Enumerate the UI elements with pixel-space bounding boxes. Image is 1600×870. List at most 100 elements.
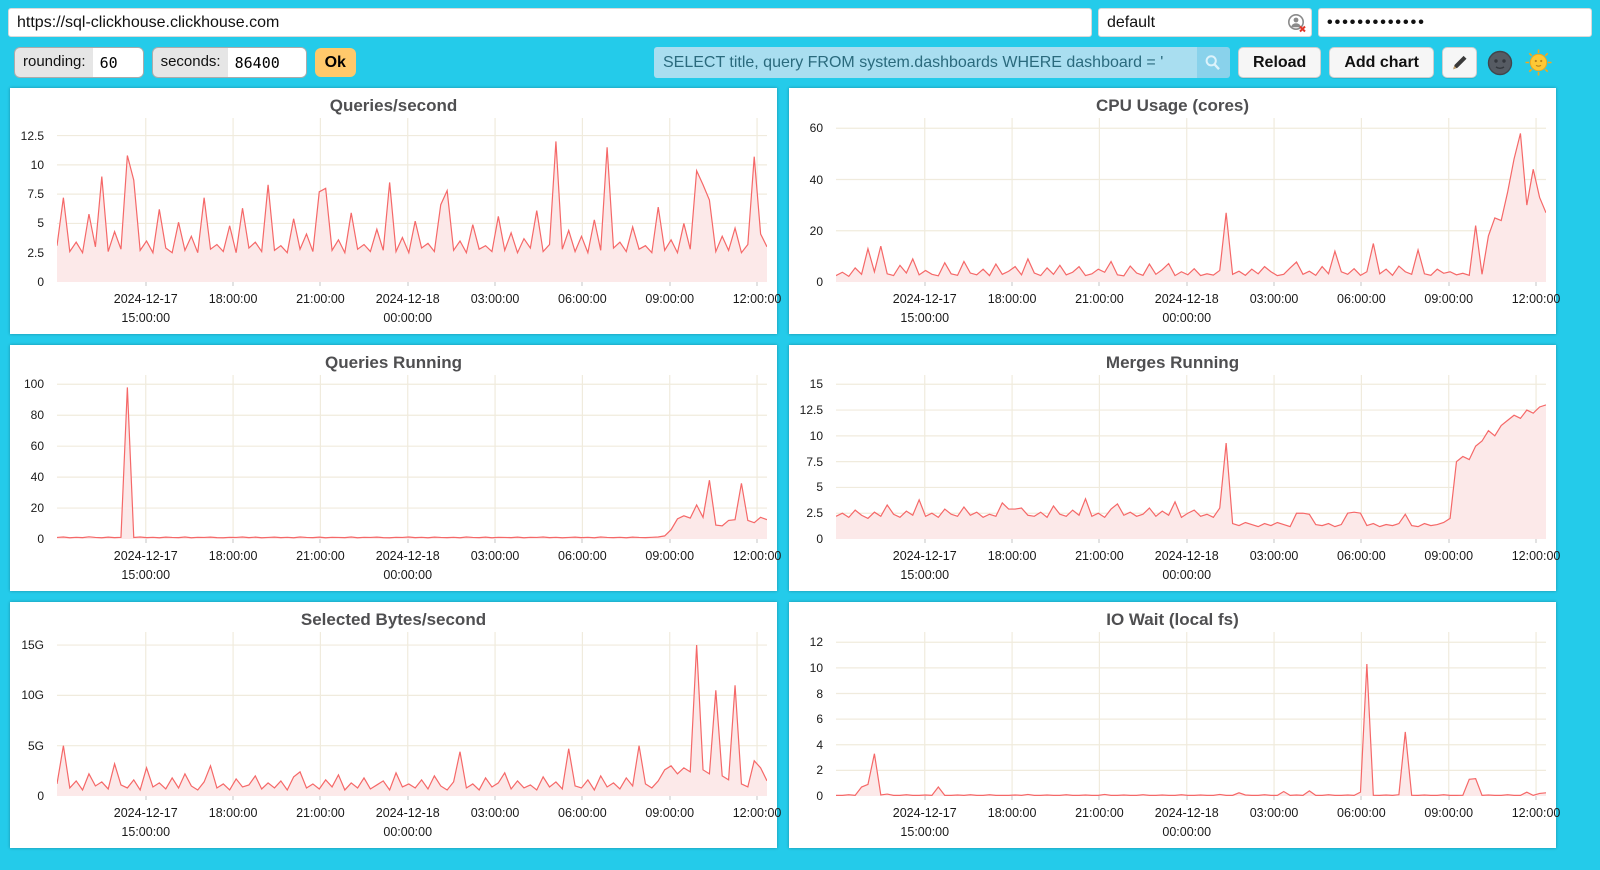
x-tick-label: 09:00:00 [645,806,695,820]
x-tick-label: 12:00:00 [732,549,782,563]
x-tick-mark [319,282,321,286]
x-axis: 2024-12-17 15:00:00 18:00:00 21:00:00 2024-1… [57,796,781,848]
x-tick-label: 18:00:00 [208,292,258,306]
y-tick-label: 80 [30,408,44,423]
x-tick-label: 06:00:00 [1337,292,1386,306]
x-tick-label: 2024-12-18 00:00:00 [1154,292,1219,326]
edit-button[interactable] [1442,47,1477,78]
y-tick-label: 0 [37,275,44,289]
x-tick-mark [319,539,321,543]
x-tick-mark [669,539,671,543]
x-tick-label: 2024-12-17 15:00:00 [113,549,178,583]
chart-plot[interactable] [57,632,767,796]
x-tick-mark [145,282,147,286]
x-tick-mark [319,796,321,800]
x-tick-mark [1186,796,1188,800]
x-tick-label: 03:00:00 [1249,549,1299,563]
magnifier-icon [1206,54,1221,70]
x-tick-mark [1011,796,1013,800]
add-chart-button[interactable]: Add chart [1329,47,1434,78]
x-tick-mark [924,282,926,286]
x-axis: 2024-12-17 15:00:00 18:00:00 21:00:00 2024-1… [57,539,781,591]
x-tick-mark [1535,539,1537,543]
reload-button[interactable]: Reload [1237,47,1322,78]
x-tick-mark [1273,282,1275,286]
dashboard-query-wrap [653,47,1230,78]
x-tick-mark [924,539,926,543]
url-input[interactable] [8,8,1092,37]
x-tick-label: 03:00:00 [470,549,520,563]
chart-plot[interactable] [57,118,767,282]
chart-plot[interactable] [57,375,767,539]
x-axis: 2024-12-17 15:00:00 18:00:00 21:00:00 2024-1… [836,282,1560,334]
x-tick-mark [1273,539,1275,543]
y-tick-label: 15G [21,638,44,653]
x-tick-mark [407,282,409,286]
rounding-input[interactable] [92,48,143,77]
y-tick-label: 4 [816,737,823,752]
seconds-control: seconds: [151,47,307,78]
x-tick-mark [1098,282,1100,286]
x-tick-mark [407,539,409,543]
y-tick-label: 2 [816,763,823,778]
y-tick-label: 5 [816,480,823,495]
x-tick-label: 18:00:00 [987,549,1037,563]
y-axis: 0 2 4 6 8 10 12 [789,632,830,803]
x-tick-label: 2024-12-18 00:00:00 [375,549,440,583]
y-tick-label: 40 [809,172,823,187]
y-tick-label: 0 [37,789,44,803]
y-tick-label: 15 [809,377,823,392]
x-axis: 2024-12-17 15:00:00 18:00:00 21:00:00 2024-1… [836,796,1560,848]
y-tick-label: 60 [30,439,44,454]
query-input[interactable] [653,47,1197,78]
chart-title: Queries Running [325,353,462,372]
seconds-input[interactable] [227,48,306,77]
x-tick-label: 06:00:00 [1337,549,1386,563]
chart-title: CPU Usage (cores) [1095,96,1250,115]
y-tick-label: 0 [37,532,44,546]
chart-plot[interactable] [836,632,1546,796]
rounding-control: rounding: [14,47,144,78]
chart-panel: CPU Usage (cores) 0 20 40 60 2024-12-17 15:00:… [789,88,1560,334]
x-tick-mark [494,539,496,543]
x-tick-mark [756,796,758,800]
x-tick-mark [1535,282,1537,286]
x-tick-mark [232,539,234,543]
x-tick-label: 06:00:00 [558,549,607,563]
password-input[interactable] [1318,8,1592,37]
x-tick-label: 2024-12-18 00:00:00 [1154,806,1219,840]
x-tick-label: 21:00:00 [296,549,345,563]
x-tick-label: 2024-12-18 00:00:00 [375,292,440,326]
chart-plot[interactable] [836,375,1546,539]
search-button[interactable] [1196,47,1230,78]
user-input[interactable] [1098,8,1312,37]
x-tick-mark [494,796,496,800]
chart-plot[interactable] [836,118,1546,282]
x-tick-mark [1273,796,1275,800]
y-tick-label: 20 [30,501,44,516]
x-tick-mark [407,796,409,800]
y-tick-label: 10 [809,660,823,675]
y-tick-label: 12 [809,635,823,650]
ok-button[interactable]: Ok [314,48,356,77]
x-tick-mark [581,282,583,286]
x-tick-mark [669,796,671,800]
x-tick-mark [1186,539,1188,543]
x-tick-mark [1098,796,1100,800]
x-tick-mark [581,539,583,543]
x-tick-mark [669,282,671,286]
x-tick-mark [145,539,147,543]
x-tick-label: 12:00:00 [732,806,782,820]
y-tick-label: 10 [809,428,823,443]
x-tick-mark [756,539,758,543]
x-tick-label: 06:00:00 [558,806,607,820]
moon-face-icon [1487,50,1513,75]
x-tick-label: 12:00:00 [1511,549,1561,563]
x-tick-label: 12:00:00 [1511,806,1561,820]
chart-panel: Merges Running 0 2.5 5 7.5 10 12.5 15 2024-12-17… [789,345,1560,591]
x-tick-label: 21:00:00 [1075,549,1124,563]
light-theme-button[interactable] [1525,49,1552,76]
dashboard-grid: Queries/second 0 2.5 5 7.5 10 12.5 2024-12-17 15… [0,88,1600,860]
dark-theme-button[interactable] [1487,50,1513,76]
x-tick-label: 2024-12-17 15:00:00 [892,806,957,840]
